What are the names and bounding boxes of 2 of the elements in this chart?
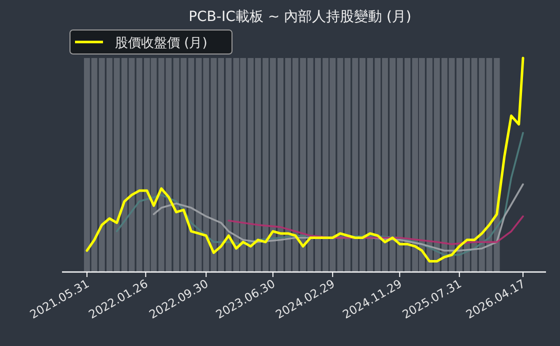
- legend-label: 股價收盤價 (月): [115, 36, 208, 51]
- chart-title: PCB-IC載板 ~ 內部人持股變動 (月): [188, 9, 412, 25]
